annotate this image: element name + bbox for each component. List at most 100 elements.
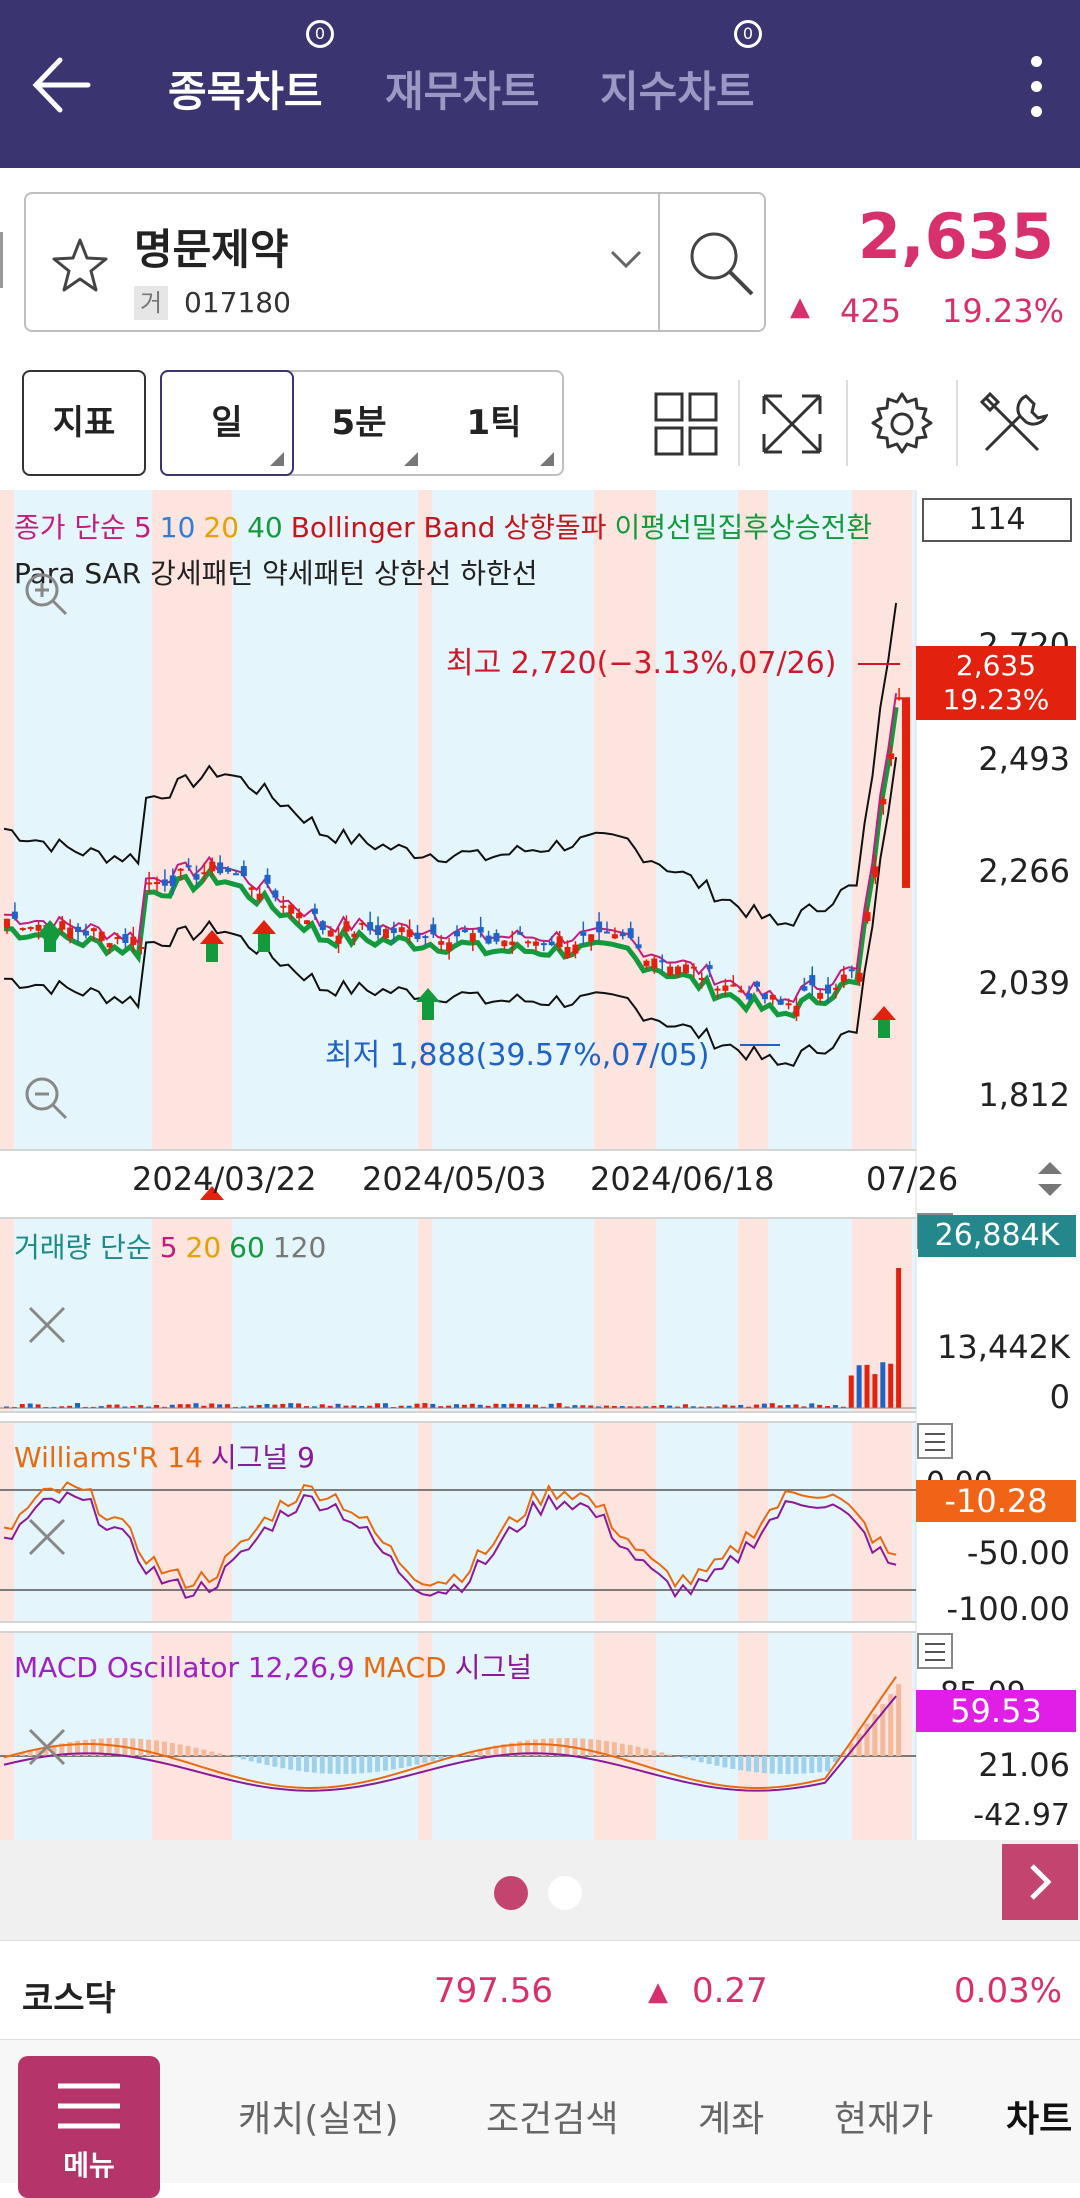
candle-body [793, 1006, 799, 1017]
volume-bar [296, 1403, 301, 1408]
volume-bar [509, 1404, 514, 1408]
volume-bar [383, 1403, 388, 1408]
candle-body [415, 933, 421, 939]
grid-layout-icon[interactable] [650, 388, 722, 460]
zoom-out-icon[interactable] [20, 1072, 70, 1122]
legend-entry: 20 [186, 1231, 222, 1264]
trend-strip [0, 1422, 14, 1622]
macd-histogram-bar [438, 1756, 443, 1759]
candle-body [383, 929, 389, 938]
market-index-bar[interactable]: 코스닥 797.56 ▲ 0.27 0.03% [0, 1940, 1080, 2040]
candle-body [115, 937, 121, 939]
candle-body [91, 928, 97, 931]
bar-count-box[interactable]: 114 [922, 498, 1072, 542]
stock-selector[interactable]: 명문제약 거 017180 [24, 192, 766, 332]
candle-body [651, 959, 657, 969]
macd-histogram-bar [817, 1756, 822, 1772]
trend-strip [0, 490, 14, 1150]
price-legend-line2[interactable]: Para SAR 강세패턴 약세패턴 상한선 하한선 [14, 552, 538, 592]
candle-body [746, 993, 752, 999]
macd-histogram-bar [241, 1756, 246, 1759]
candle-body [517, 932, 523, 935]
candle-body [446, 942, 452, 950]
macd-histogram-bar [391, 1756, 396, 1769]
candle-body [59, 921, 65, 930]
candle-body [486, 936, 492, 944]
candle-body [217, 862, 223, 873]
macd-histogram-bar [754, 1756, 759, 1772]
nav-chart[interactable]: 차트 [1006, 2090, 1080, 2142]
candle-body [138, 947, 144, 949]
signal-arrow-icon [878, 1020, 890, 1038]
macd-histogram-bar [825, 1756, 830, 1771]
nav-catch[interactable]: 캐치(실전) [238, 2090, 399, 2142]
candle-body [643, 961, 649, 967]
macd-histogram-bar [138, 1739, 143, 1756]
candle-body [493, 933, 499, 942]
candle-body [896, 697, 902, 699]
macd-histogram-bar [328, 1756, 333, 1774]
back-arrow-icon[interactable] [28, 50, 98, 120]
candle-body [865, 912, 871, 921]
period-5min[interactable]: 5분 [292, 372, 426, 474]
macd-histogram-bar [280, 1756, 285, 1768]
volume-bar [857, 1365, 862, 1408]
candle-body [343, 921, 349, 931]
candle-body [304, 920, 310, 924]
tools-icon[interactable] [976, 388, 1048, 460]
volume-bar [265, 1404, 270, 1408]
macd-histogram-bar [778, 1756, 783, 1774]
nav-account[interactable]: 계좌 [698, 2090, 764, 2142]
candle-body [730, 985, 736, 987]
macd-histogram-bar [683, 1756, 688, 1758]
candle-body [209, 862, 215, 872]
zoom-in-icon[interactable] [20, 568, 70, 618]
chevron-down-icon[interactable] [608, 244, 644, 274]
menu-button[interactable]: 메뉴 [18, 2056, 160, 2198]
scroll-updown-icon[interactable] [1030, 1154, 1070, 1204]
tab-index-chart[interactable]: 지수차트 [600, 58, 755, 119]
candle-body [841, 975, 847, 982]
macd-histogram-bar [588, 1739, 593, 1756]
current-price-badge: 2,635 19.23% [916, 646, 1076, 720]
indicator-button[interactable]: 지표 [22, 370, 146, 476]
page-dot-active[interactable] [494, 1876, 528, 1910]
candle-body [438, 941, 444, 945]
x-axis-label: 2024/05/03 [362, 1160, 546, 1198]
stock-name: 명문제약 [134, 216, 289, 277]
candle-body [422, 936, 428, 938]
candle-body [541, 943, 547, 945]
volume-tick: 13,442K [937, 1328, 1070, 1366]
candle-body [99, 932, 105, 941]
fullscreen-icon[interactable] [756, 388, 828, 460]
up-arrow-icon: ▲ [790, 292, 810, 322]
next-page-button[interactable] [1002, 1844, 1078, 1920]
search-icon[interactable] [682, 224, 758, 300]
candle-body [580, 932, 586, 936]
stock-code: 017180 [184, 286, 291, 319]
star-icon[interactable] [48, 234, 112, 298]
tab-finance-chart[interactable]: 재무차트 [385, 58, 540, 119]
nav-condition-search[interactable]: 조건검색 [486, 2090, 618, 2142]
macd-histogram-bar [612, 1742, 617, 1756]
candle-body [146, 882, 152, 884]
x-axis-label: 07/26 [866, 1160, 958, 1198]
candle-body [817, 993, 823, 999]
volume-bar [533, 1405, 538, 1408]
candle-body [67, 928, 73, 939]
more-vert-icon[interactable] [1030, 56, 1044, 118]
period-day[interactable]: 일 [162, 372, 292, 474]
macd-histogram-bar [722, 1756, 727, 1767]
volume-bar [28, 1404, 33, 1408]
gear-icon[interactable] [866, 388, 938, 460]
page-dot[interactable] [548, 1876, 582, 1910]
tab-stock-chart[interactable]: 종목차트 [168, 58, 323, 119]
drawer-handle[interactable] [0, 232, 10, 288]
period-1tick[interactable]: 1틱 [426, 372, 562, 474]
nav-current-price[interactable]: 현재가 [834, 2090, 933, 2142]
